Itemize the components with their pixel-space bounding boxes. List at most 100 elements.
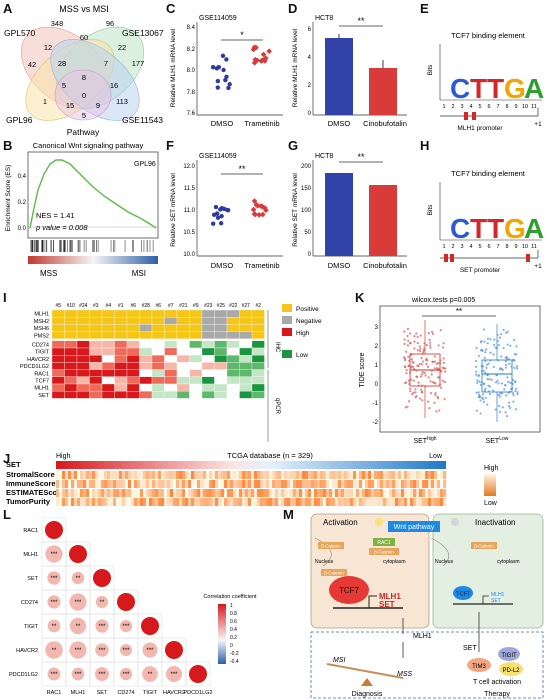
set-high-point [405,372,408,375]
panel-f-ylabel: Relative SET mRNA level [170,173,177,247]
set-low-point [497,393,500,397]
mss-label: MSS [397,671,413,678]
set-high-point [442,357,445,360]
set-low-point [504,331,508,334]
tcga-stripe [71,480,75,488]
dmso-point [218,207,223,212]
heatmap-cell [76,317,90,325]
set-low-point [501,406,504,409]
panel-j-tcga: High TCGA database (n = 329) Low SET Str… [6,451,499,507]
motif-position-tick: 5 [478,244,481,250]
tcga-stripe [86,498,90,506]
tcga-stripe [278,489,282,497]
heatmap-cell [164,355,178,363]
tcga-stripe [146,489,150,497]
heatmap-cell [239,317,253,325]
heatmap-cell [164,324,178,332]
tcga-stripe [332,489,336,497]
bcatenin-box [369,548,399,555]
tcga-stripe [149,471,153,479]
tcga-stripe [344,489,348,497]
panel-g-ylabel: Relative SET mRNA level [292,173,299,247]
tcga-stripe [68,471,72,479]
set-high-point [441,346,445,349]
heatmap-cell [201,324,215,332]
set-low-point [498,395,502,398]
set-high-point [433,381,436,385]
tcga-stripe [59,489,63,497]
heatmap-cell [114,383,128,392]
activation-label: Activation [323,518,358,527]
tcga-stripe [119,498,123,506]
tcga-stripe [236,471,240,479]
tcga-stripe [428,489,432,497]
tcga-stripe [167,498,171,506]
tcga-stripe [332,471,336,479]
tcga-stripe [359,480,363,488]
tcga-stripe [158,480,162,488]
panel-g-ytick: 100 [301,208,312,214]
heatmap-cell [226,347,240,356]
heatmap-cell [214,331,228,339]
set-low-point [499,392,502,395]
tcga-stripe [206,498,210,506]
set-high-point [404,406,407,409]
tcga-stripe [173,471,177,479]
tcga-stripe [392,480,396,488]
motif-h-promoter: SET promoter [460,267,501,274]
heatmap-cell [126,340,140,349]
treated-point [259,211,266,218]
set-low-point [492,389,495,392]
set-low-point [489,351,492,354]
heatmap-cell [89,331,103,339]
mlh1-small-label: MLH1 [491,592,505,598]
set-high-point [403,330,406,333]
set-high-point [407,355,410,358]
heatmap-cell [226,391,240,399]
set-small-label: SET [491,598,501,604]
tcga-stripe [170,489,174,497]
set-low-point [500,333,503,336]
tcga-stripe [275,471,279,479]
set-high-point [412,391,415,394]
tcga-stripe [98,471,102,479]
tcf7-label: TCF7 [339,586,360,595]
tcga-stripe [392,498,396,506]
set-low-point [474,373,478,376]
tcga-stripe [416,471,420,479]
set-low-point [488,378,491,381]
motif-letter-c: C [450,73,470,104]
set-low-point [483,328,486,331]
dmso-point [224,57,229,62]
tcga-stripe [185,471,189,479]
tcga-stripe [422,471,426,479]
heatmap-cell [76,331,90,339]
set-low-point [502,346,505,350]
set-high-point [438,409,441,412]
panel-k-ytick: 0 [375,382,379,388]
panel-d-group: DMSO [328,119,351,128]
bcatenin-box [471,542,497,549]
legend-high: High [296,330,310,337]
tcga-stripe [212,471,216,479]
corr-col-label: CD274 [117,690,134,696]
tcga-stripe [425,498,429,506]
tcga-stripe [284,480,288,488]
tcga-stripe [188,480,192,488]
tcga-stripe [434,480,438,488]
tcga-stripe [197,480,201,488]
tcga-stripe [347,498,351,506]
set-high-point [410,358,413,361]
tcga-stripe [302,498,306,506]
heatmap-cell [76,383,90,392]
tcga-stripe [404,489,408,497]
tcga-stripe [233,471,237,479]
dmso-point [223,77,228,83]
tcga-stripe [398,471,402,479]
heatmap-cell [139,391,153,399]
set-low-point [494,381,498,384]
set-low-point [483,389,486,392]
heatmap-cell [51,383,65,392]
corr-circle [142,642,158,658]
tcga-stripe [296,480,300,488]
